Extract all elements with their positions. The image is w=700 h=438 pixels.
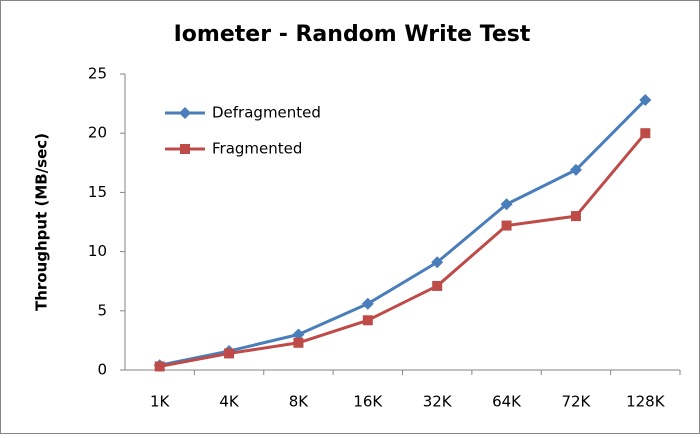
x-tick-label: 72K (561, 393, 591, 411)
legend-label: Defragmented (212, 104, 321, 122)
x-tick-label: 8K (289, 393, 310, 411)
marker (432, 280, 443, 291)
marker (293, 337, 304, 348)
x-tick-label: 32K (423, 393, 453, 411)
y-tick-label: 5 (97, 301, 107, 319)
marker (501, 220, 512, 231)
y-axis-label: Throughput (MB/sec) (33, 133, 51, 311)
x-tick-label: 64K (492, 393, 522, 411)
y-tick-label: 25 (88, 65, 107, 83)
legend-marker (179, 107, 191, 119)
x-tick-label: 16K (353, 393, 383, 411)
series-line (159, 132, 647, 368)
y-tick-label: 0 (97, 361, 107, 379)
marker (154, 361, 165, 372)
marker (361, 297, 374, 310)
legend-label: Fragmented (212, 140, 302, 158)
x-tick-label: 128K (626, 393, 666, 411)
series-line (159, 98, 647, 367)
marker (640, 128, 651, 139)
marker (570, 211, 581, 222)
y-tick-label: 15 (88, 183, 107, 201)
marker (500, 198, 513, 211)
y-tick-label: 10 (88, 242, 107, 260)
marker (639, 94, 652, 107)
x-tick-label: 1K (150, 393, 171, 411)
marker (431, 256, 444, 269)
marker (569, 163, 582, 176)
x-tick-label: 4K (219, 393, 240, 411)
legend-marker (180, 144, 190, 154)
marker (292, 328, 305, 341)
y-tick-label: 20 (88, 124, 107, 142)
marker (224, 348, 235, 359)
chart-title: Iometer - Random Write Test (174, 22, 531, 47)
marker (362, 315, 373, 326)
